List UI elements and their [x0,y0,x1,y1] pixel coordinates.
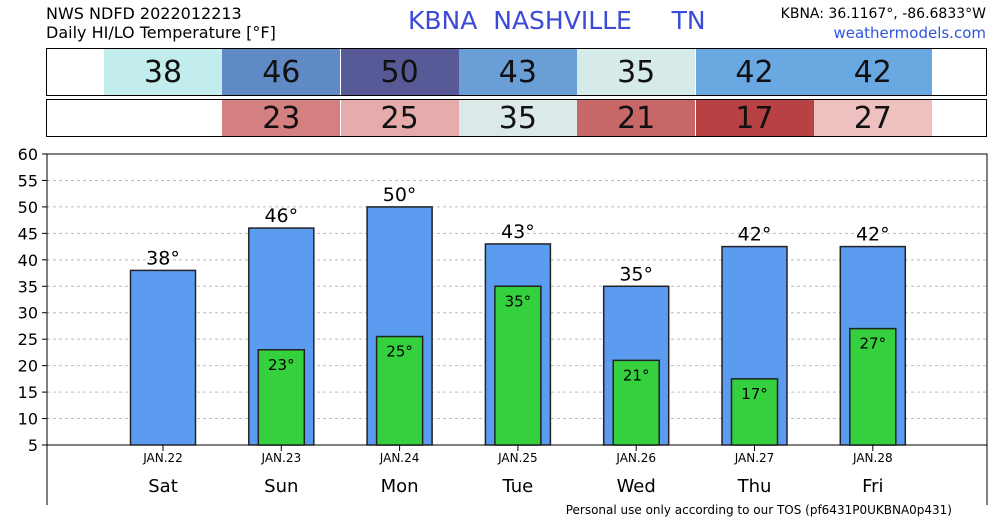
low-temp-bar [257,349,306,446]
y-tick-label: 40 [18,251,38,270]
low-temp-bar [494,285,542,446]
low-temp-label: 35° [505,292,532,310]
y-tick-label: 15 [18,383,38,402]
low-temperature-row: 23 25 35 21 17 27 [46,99,987,137]
day-label: Tue [502,476,534,497]
y-tick-label: 60 [18,145,38,164]
low-temp-cell: 35 [458,100,577,136]
low-temp-cell [104,100,222,136]
high-temp-label: 50° [383,184,417,206]
y-tick-label: 25 [18,330,38,349]
low-temp-cell: 27 [813,100,932,136]
date-label: JAN.23 [260,451,301,465]
station-coords: KBNA: 36.1167°, -86.6833°W [780,6,986,22]
y-tick-label: 50 [18,198,38,217]
high-temp-label: 46° [264,205,298,227]
low-temp-cell: 25 [340,100,459,136]
date-label: JAN.27 [734,451,775,465]
date-label: JAN.28 [852,451,893,465]
high-temp-cell: 50 [340,49,459,95]
low-temp-label: 27° [860,335,887,353]
day-label: Mon [381,476,419,497]
tos-footer: Personal use only according to our TOS (… [565,503,952,517]
low-temp-label: 21° [623,366,650,384]
high-temp-cell: 43 [458,49,577,95]
high-temp-cell: 35 [577,49,696,95]
high-temp-label: 35° [619,263,653,285]
date-label: JAN.24 [379,451,420,465]
day-label: Thu [737,476,772,497]
high-temp-label: 43° [501,221,535,243]
high-temp-cell: 42 [695,49,814,95]
day-label: Wed [617,476,656,497]
y-tick-label: 20 [18,357,38,376]
y-tick-label: 5 [28,436,38,455]
y-tick-label: 30 [18,304,38,323]
station-title: KBNA NASHVILLE TN [408,6,706,35]
date-label: JAN.26 [615,451,656,465]
chart-header-left: NWS NDFD 2022012213 Daily HI/LO Temperat… [46,4,276,42]
day-label: Sat [148,476,178,497]
site-link[interactable]: weathermodels.com [833,24,986,42]
y-tick-label: 10 [18,410,38,429]
low-temp-cell: 17 [695,100,814,136]
high-temperature-row: 38 46 50 43 35 42 42 [46,48,987,96]
date-label: JAN.25 [497,451,538,465]
high-temp-bar [129,269,197,446]
high-temp-cell: 46 [222,49,341,95]
low-temp-bar [849,327,897,446]
y-tick-label: 45 [18,224,38,243]
chart-subtitle: Daily HI/LO Temperature [°F] [46,23,276,42]
low-temp-label: 23° [268,356,295,374]
y-tick-label: 55 [18,171,38,190]
high-temp-label: 42° [738,224,772,246]
model-run-label: NWS NDFD 2022012213 [46,4,242,23]
day-label: Sun [264,476,298,497]
low-temp-cell: 21 [577,100,696,136]
high-temp-label: 42° [856,224,890,246]
low-temp-label: 25° [386,343,413,361]
chart-header-right: KBNA: 36.1167°, -86.6833°W weathermodels… [781,5,986,43]
date-label: JAN.22 [142,451,183,465]
y-tick-label: 35 [18,277,38,296]
low-temp-cell: 23 [222,100,341,136]
day-label: Fri [862,476,883,497]
high-temp-cell: 38 [104,49,222,95]
high-temp-cell: 42 [813,49,932,95]
high-temp-label: 38° [146,247,180,269]
low-temp-label: 17° [741,385,768,403]
